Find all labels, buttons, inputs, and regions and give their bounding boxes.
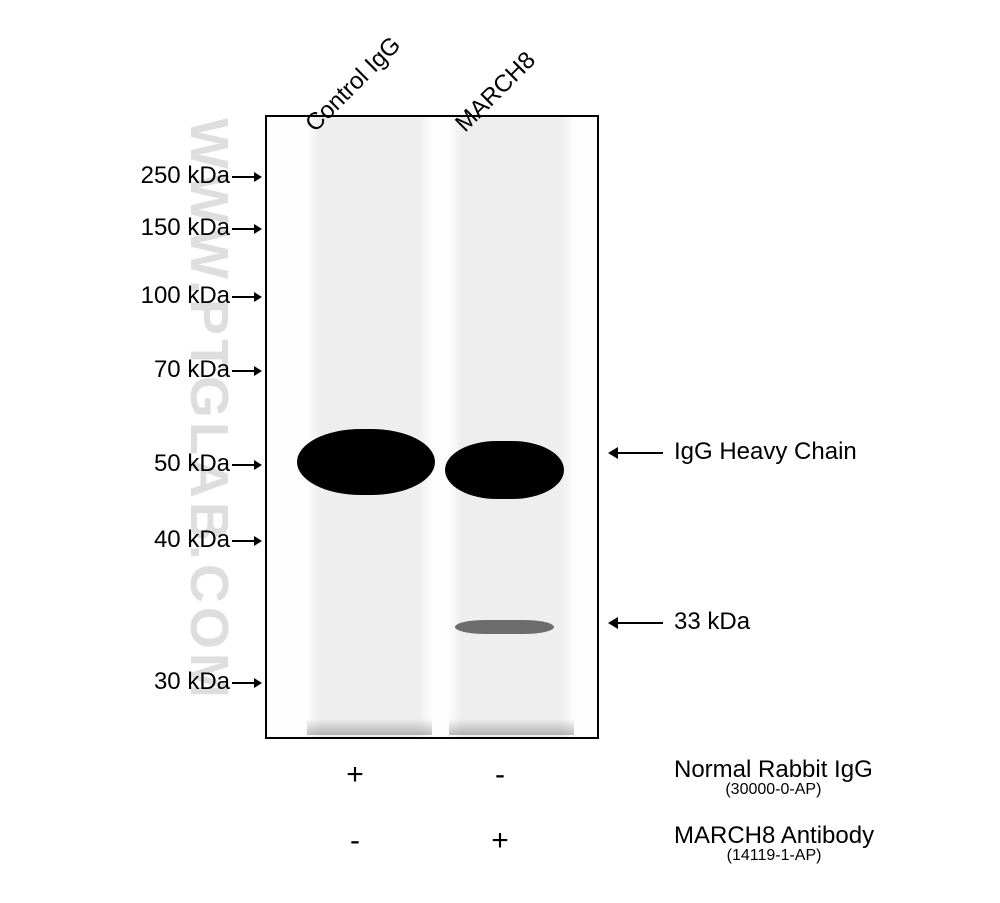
mw-30: 30 kDa [110, 668, 230, 696]
lane-control [307, 117, 432, 737]
blot-area [265, 115, 599, 739]
smear-march8-bottom [449, 719, 574, 735]
grid-r1-label-main: Normal Rabbit IgG [674, 756, 873, 783]
mw-250: 250 kDa [110, 162, 230, 190]
grid-r2-label-sub: (14119-1-AP) [674, 848, 874, 864]
band-march8-33kda [455, 620, 554, 634]
grid-r2-march8: + [480, 824, 520, 858]
mw-150: 150 kDa [110, 214, 230, 242]
mw-50-arrow [232, 464, 262, 466]
grid-r1-label-sub: (30000-0-AP) [674, 782, 873, 798]
grid-r1-march8: - [480, 758, 520, 792]
mw-100-arrow [232, 296, 262, 298]
mw-50: 50 kDa [110, 450, 230, 478]
mw-30-arrow [232, 682, 262, 684]
grid-r2-label-main: MARCH8 Antibody [674, 822, 874, 849]
mw-40: 40 kDa [110, 526, 230, 554]
annot-33kda-text: 33 kDa [674, 608, 750, 636]
band-control-igg-heavy [297, 429, 436, 495]
grid-r1-label: Normal Rabbit IgG (30000-0-AP) [674, 758, 873, 798]
lane-march8 [449, 117, 574, 737]
figure-root: WWW.PTGLAB.COM Control IgG MARCH8 250 kD… [0, 0, 1000, 903]
mw-40-arrow [232, 540, 262, 542]
grid-r2-control: - [335, 824, 375, 858]
annot-igg-text: IgG Heavy Chain [674, 438, 857, 466]
smear-control-bottom [307, 719, 432, 735]
band-march8-igg-heavy [445, 441, 564, 499]
annot-igg-arrow [608, 452, 663, 454]
mw-70-arrow [232, 370, 262, 372]
annot-33kda-arrow [608, 622, 663, 624]
watermark-text: WWW.PTGLAB.COM [178, 118, 240, 702]
grid-r1-control: + [335, 758, 375, 792]
mw-250-arrow [232, 176, 262, 178]
mw-150-arrow [232, 228, 262, 230]
mw-70: 70 kDa [110, 356, 230, 384]
mw-100: 100 kDa [110, 282, 230, 310]
grid-r2-label: MARCH8 Antibody (14119-1-AP) [674, 824, 874, 864]
